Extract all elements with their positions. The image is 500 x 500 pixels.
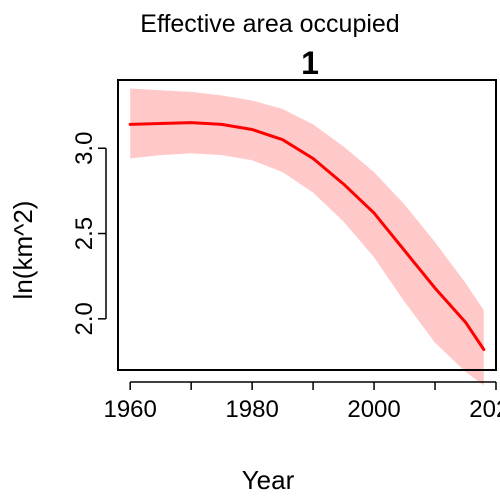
y-axis-label: ln(km^2) (8, 201, 38, 300)
x-axis-label: Year (242, 465, 295, 495)
chart-title: Effective area occupied (140, 10, 399, 38)
y-tick-label: 3.0 (71, 132, 98, 165)
x-tick-label: 1980 (225, 396, 278, 423)
y-tick-label: 2.5 (71, 217, 98, 250)
x-tick-label: 2000 (347, 396, 400, 423)
x-tick-label: 1960 (103, 396, 156, 423)
confidence-band (130, 89, 484, 386)
x-tick-label: 2020 (469, 396, 500, 423)
plot-area (130, 89, 484, 386)
y-tick-label: 2.0 (71, 302, 98, 335)
panel-title: 1 (301, 45, 319, 81)
